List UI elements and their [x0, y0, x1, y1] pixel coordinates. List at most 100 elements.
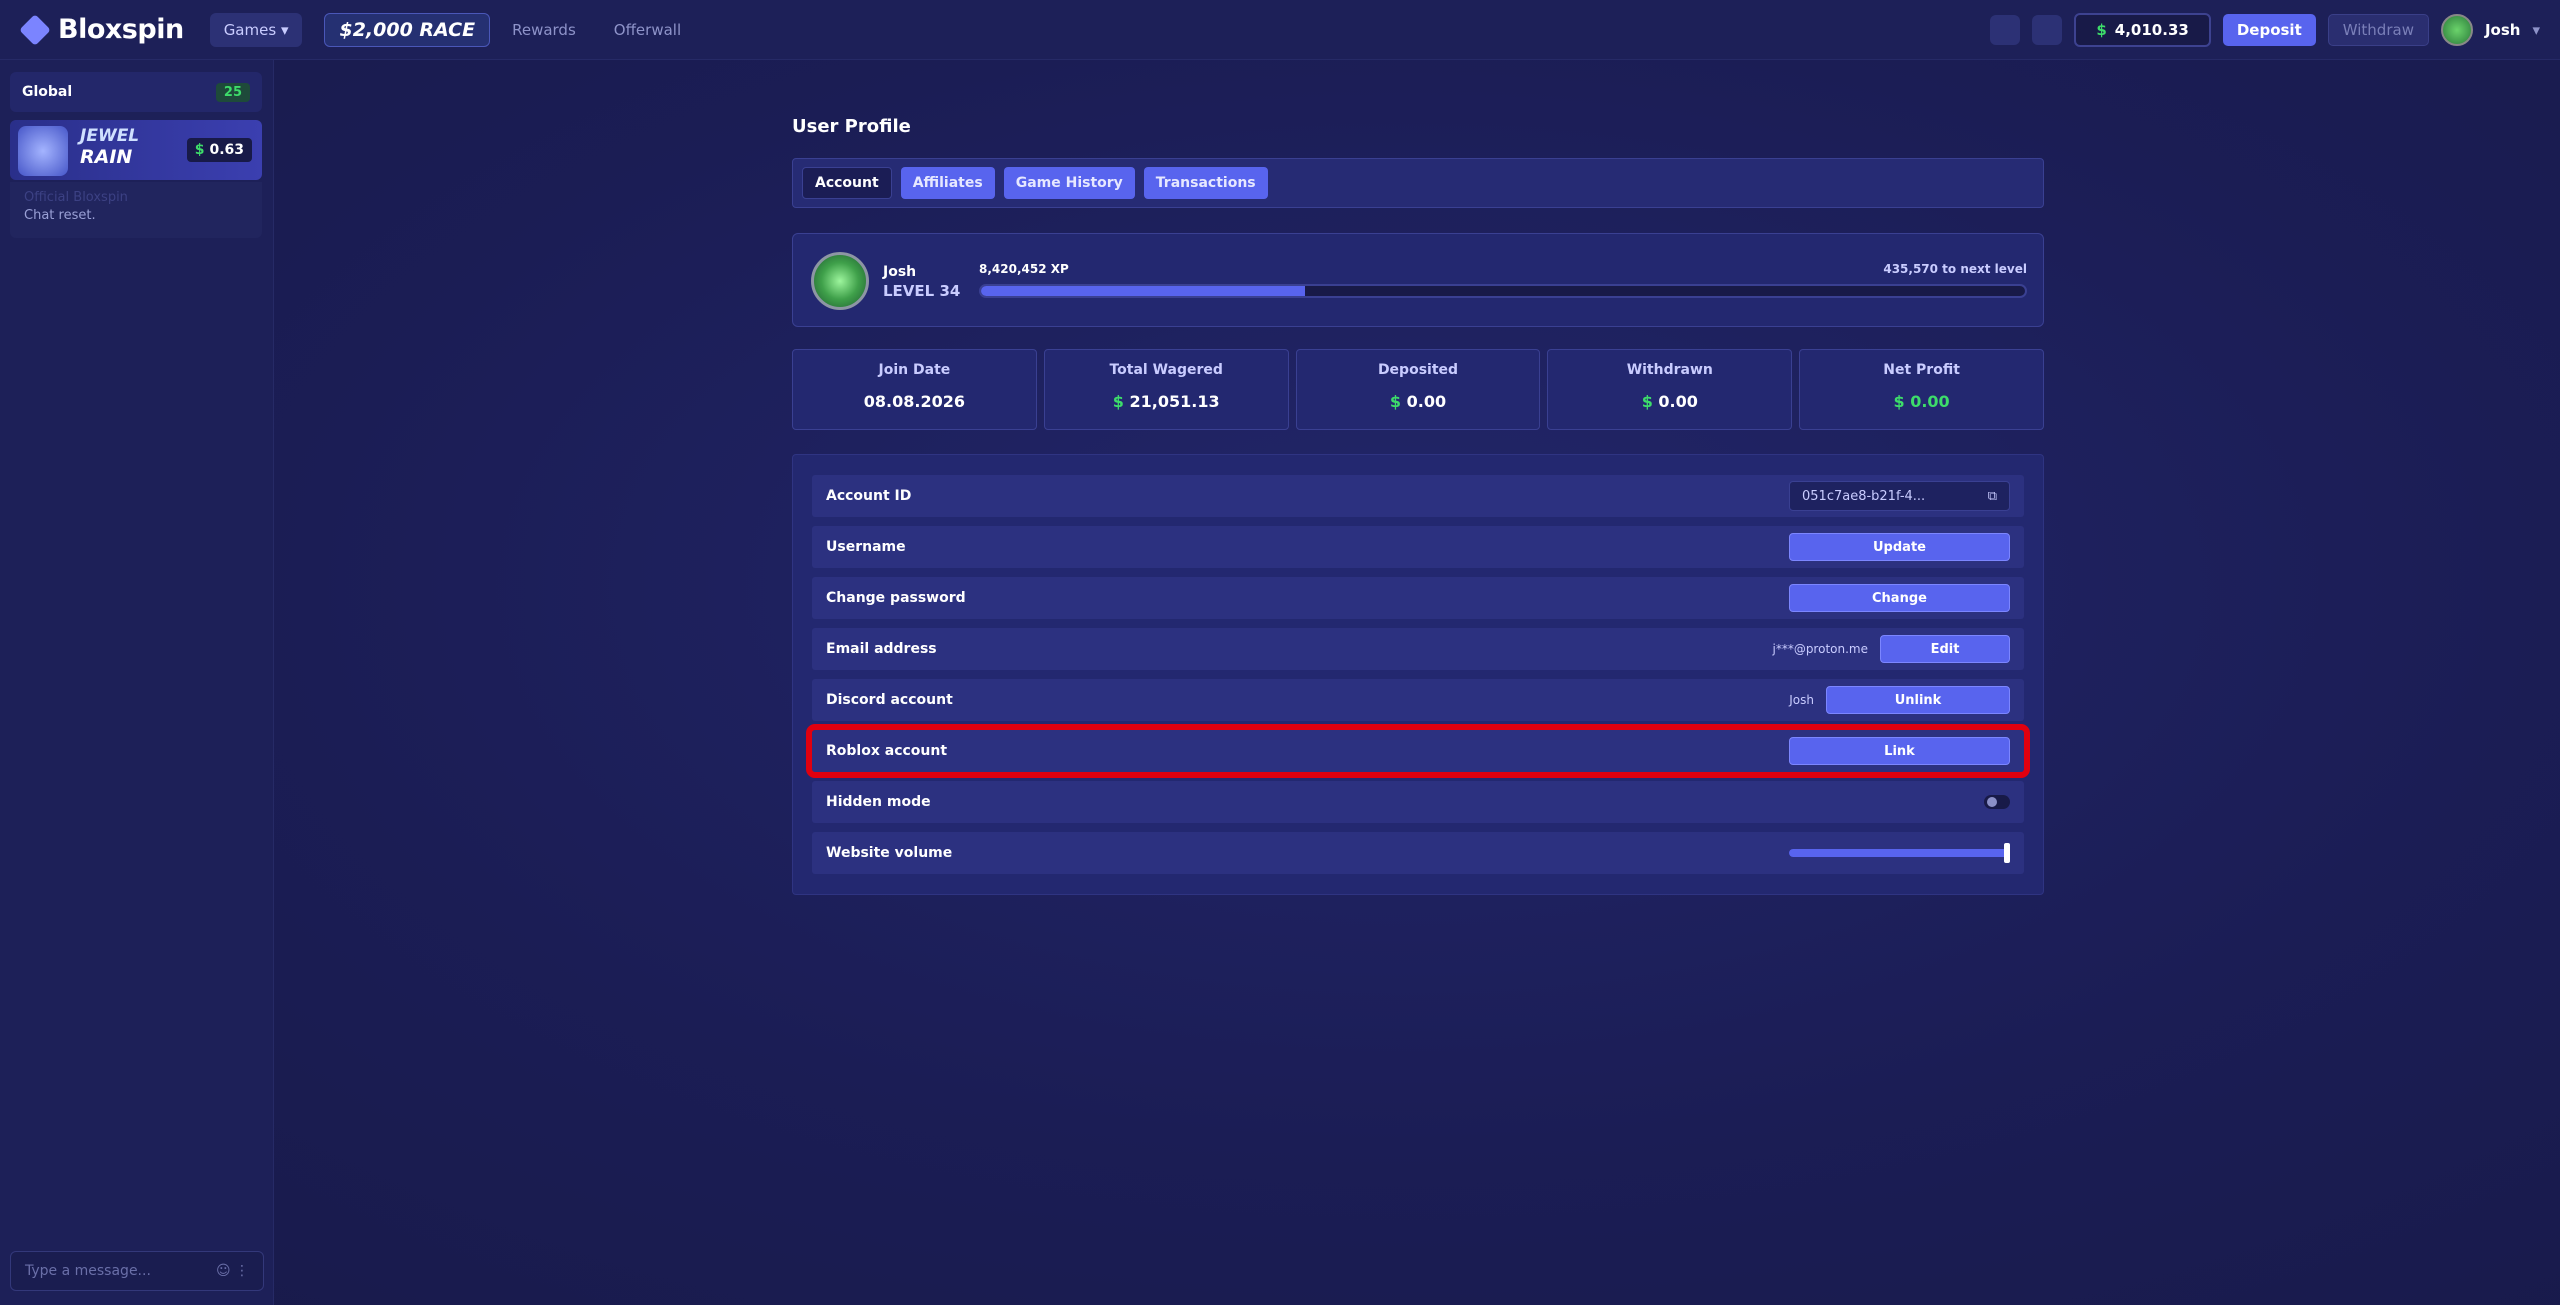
setting-label: Discord account [826, 692, 953, 708]
stat-card: Withdrawn $ 0.00 [1547, 349, 1793, 430]
action-button[interactable]: Update [1789, 533, 2010, 561]
setting-control: 051c7ae8-b21f-4... ⧉ [1789, 481, 2010, 511]
caret[interactable]: ▾ [2532, 20, 2540, 39]
toggle-knob [1987, 797, 1997, 807]
page-title: User Profile [792, 116, 911, 137]
stat-label: Withdrawn [1626, 362, 1713, 378]
header-right: $4,010.33 Deposit Withdraw Josh ▾ [1990, 12, 2540, 47]
withdraw-button[interactable]: Withdraw [2327, 13, 2429, 46]
amount: 0.63 [209, 142, 244, 158]
chat-sidebar: Global 25 JEWEL RAIN $0.63 Official Bloxsp… [0, 60, 274, 1305]
tab[interactable]: Game History [1003, 167, 1135, 199]
toggle[interactable] [1984, 795, 2010, 809]
setting-row: Email address j***@proton.me Edit [812, 628, 2024, 670]
value: 0.00 [1658, 392, 1698, 411]
xp: 8,420,452 XP [979, 262, 1069, 276]
field-value: 051c7ae8-b21f-4... [1802, 488, 1926, 504]
profile-card: Josh LEVEL 34 8,420,452 XP 435,570 to ne… [792, 233, 2044, 327]
message-text: Chat reset. [24, 208, 96, 223]
stat-value: $ 0.00 [1800, 392, 2043, 411]
rain-icon [18, 126, 68, 176]
setting-label: Change password [826, 590, 966, 606]
chat-input[interactable]: Type a message... ☺ ⋮ [10, 1251, 264, 1291]
race-banner[interactable]: $2,000 RACE [324, 12, 491, 47]
online-count: 25 [215, 82, 250, 102]
volume-slider[interactable] [1789, 843, 2010, 863]
setting-control: Update [1789, 533, 2010, 561]
sound-icon[interactable] [2032, 14, 2063, 45]
emoji-icon[interactable]: ☺ ⋮ [215, 1263, 249, 1279]
chat-message: Official Bloxspin Chat reset. [10, 182, 262, 238]
setting-row: Change password Change [812, 577, 2024, 619]
currency: $ [1112, 392, 1124, 411]
setting-info: j***@proton.me [1772, 642, 1868, 656]
action-button[interactable]: Link [1789, 737, 2010, 765]
copy-icon[interactable]: ⧉ [1987, 488, 1997, 504]
rain-title: RAIN [80, 146, 133, 168]
setting-label: Account ID [826, 488, 912, 504]
user-avatar[interactable] [2440, 13, 2473, 46]
setting-label: Roblox account [826, 743, 948, 759]
currency: $ [194, 142, 205, 158]
user-name: Josh [883, 264, 917, 280]
stats: Join Date 08.08.2026 Total Wagered $ 21,051… [792, 349, 2044, 430]
stat-card: Join Date 08.08.2026 [792, 349, 1037, 430]
setting-row: Hidden mode [812, 781, 2024, 823]
value: 21,051.13 [1129, 392, 1220, 411]
setting-control: Josh Unlink [1789, 686, 2010, 714]
stat-label: Net Profit [1883, 362, 1960, 378]
stat-value: $ 0.00 [1297, 392, 1540, 411]
xp-fill [981, 286, 1305, 296]
setting-row: Roblox account Link [806, 724, 2030, 778]
value: 0.00 [1910, 392, 1950, 411]
settings-icon[interactable] [1990, 14, 2021, 45]
header: Bloxspin Games ▾ $2,000 RACE Rewards Off… [0, 0, 2560, 60]
stat-value: $ 21,051.13 [1045, 392, 1288, 411]
currency: $ [1641, 392, 1653, 411]
stat-card: Net Profit $ 0.00 [1799, 349, 2044, 430]
stat-card: Deposited $ 0.00 [1295, 349, 1541, 430]
avatar [811, 252, 869, 310]
nav-link[interactable]: Offerwall [613, 20, 682, 39]
currency: $ [1893, 392, 1905, 411]
setting-control [1984, 795, 2010, 809]
nav-link[interactable]: Rewards [512, 20, 576, 39]
setting-info: Josh [1789, 693, 1814, 707]
tab[interactable]: Transactions [1143, 167, 1268, 199]
balance: $4,010.33 [2074, 12, 2211, 47]
settings: Account ID 051c7ae8-b21f-4... ⧉ Username Upd… [792, 454, 2044, 895]
tabs: Account Affiliates Game History Transaction… [792, 158, 2044, 208]
stat-card: Total Wagered $ 21,051.13 [1043, 349, 1289, 430]
action-button[interactable]: Change [1789, 584, 2010, 612]
nav-label: $2,000 RACE [339, 18, 476, 41]
profile: User Profile Account Affiliates Game Histo… [792, 116, 2044, 895]
rain-banner[interactable]: JEWEL RAIN $0.63 [10, 120, 262, 180]
tab[interactable]: Affiliates [900, 167, 995, 199]
slider-fill [1789, 849, 2010, 857]
xp-to-next: 435,570 to next level [1883, 262, 2027, 276]
setting-row: Username Update [812, 526, 2024, 568]
balance-value: 4,010.33 [2114, 20, 2189, 39]
action-button[interactable]: Edit [1880, 635, 2010, 663]
action-button[interactable]: Unlink [1826, 686, 2010, 714]
tab[interactable]: Account [802, 167, 892, 199]
logo [19, 13, 51, 46]
rain-amount: $0.63 [186, 138, 252, 162]
brand-name: Bloxspin [58, 14, 184, 45]
user-name[interactable]: Josh [2484, 20, 2521, 39]
id-field[interactable]: 051c7ae8-b21f-4... ⧉ [1789, 481, 2010, 511]
stat-value: $ 0.00 [1548, 392, 1791, 411]
brand[interactable]: Bloxspin [19, 13, 184, 46]
slider-knob[interactable] [2004, 843, 2010, 863]
deposit-button[interactable]: Deposit [2222, 13, 2316, 46]
stat-value: 08.08.2026 [793, 392, 1036, 411]
setting-label: Email address [826, 641, 937, 657]
currency: $ [1389, 392, 1402, 411]
setting-row: Account ID 051c7ae8-b21f-4... ⧉ [812, 475, 2024, 517]
rain-title: JEWEL [80, 126, 140, 146]
games-menu[interactable]: Games ▾ [209, 12, 303, 47]
placeholder: Type a message... [25, 1263, 151, 1279]
currency: $ [2096, 20, 2107, 39]
stat-label: Join Date [878, 362, 951, 378]
chat-channel[interactable]: Global 25 [10, 72, 262, 112]
